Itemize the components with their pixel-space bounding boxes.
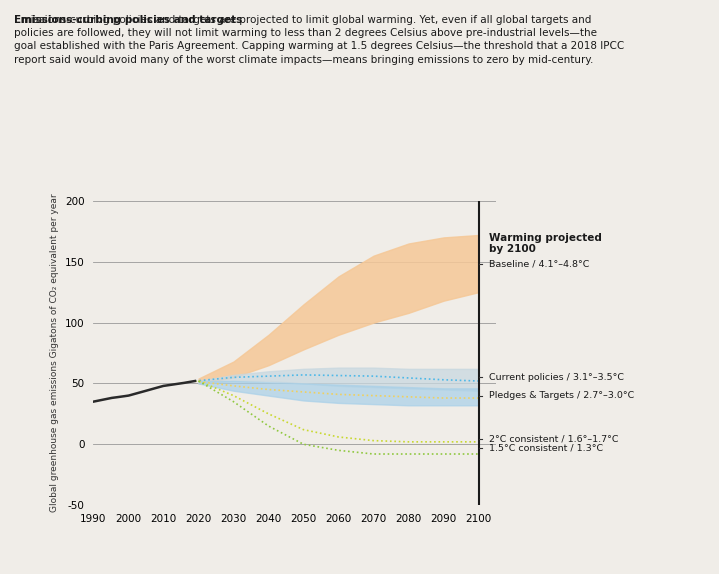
Text: Current policies / 3.1°–3.5°C: Current policies / 3.1°–3.5°C bbox=[489, 373, 624, 382]
Text: Warming projected
by 2100: Warming projected by 2100 bbox=[490, 232, 603, 254]
Text: 2°C consistent / 1.6°–1.7°C: 2°C consistent / 1.6°–1.7°C bbox=[489, 435, 619, 444]
Text: Emissions-curbing policies and targets are projected to limit global warming. Ye: Emissions-curbing policies and targets a… bbox=[14, 15, 625, 65]
Text: 1.5°C consistent / 1.3°C: 1.5°C consistent / 1.3°C bbox=[489, 444, 603, 452]
Text: Baseline / 4.1°–4.8°C: Baseline / 4.1°–4.8°C bbox=[489, 259, 590, 269]
Text: Emissions-curbing policies and targets: Emissions-curbing policies and targets bbox=[14, 15, 242, 25]
Y-axis label: Global greenhouse gas emissions Gigatons of CO₂ equivalent per year: Global greenhouse gas emissions Gigatons… bbox=[50, 193, 59, 513]
Text: Pledges & Targets / 2.7°–3.0°C: Pledges & Targets / 2.7°–3.0°C bbox=[489, 391, 634, 400]
